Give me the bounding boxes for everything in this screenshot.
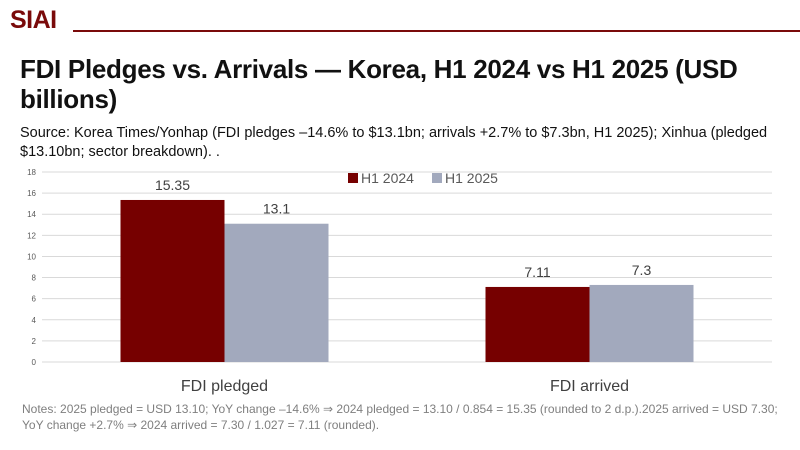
data-label: 15.35 bbox=[155, 177, 190, 193]
y-tick-label: 16 bbox=[27, 189, 36, 198]
data-label: 7.11 bbox=[524, 264, 550, 280]
notes-text: Notes: 2025 pledged = USD 13.10; YoY cha… bbox=[22, 402, 778, 432]
bar-h1-2025 bbox=[589, 284, 694, 362]
x-category-label: FDI arrived bbox=[550, 378, 629, 395]
x-category-label: FDI pledged bbox=[181, 378, 268, 395]
data-label: 13.1 bbox=[263, 201, 290, 217]
y-tick-label: 2 bbox=[32, 337, 37, 346]
bar-h1-2025 bbox=[224, 223, 329, 362]
y-tick-label: 0 bbox=[32, 358, 37, 367]
y-tick-label: 18 bbox=[27, 168, 36, 177]
siai-logo: SIAI bbox=[10, 6, 57, 34]
y-tick-label: 8 bbox=[32, 274, 37, 283]
header-rule bbox=[73, 30, 800, 32]
legend-swatch bbox=[432, 173, 442, 183]
y-tick-label: 12 bbox=[27, 231, 36, 240]
legend-label: H1 2024 bbox=[361, 170, 414, 186]
data-label: 7.3 bbox=[632, 262, 652, 278]
y-tick-label: 10 bbox=[27, 252, 36, 261]
source-text: Source: Korea Times/Yonhap (FDI pledges … bbox=[20, 125, 768, 160]
y-tick-label: 4 bbox=[32, 316, 37, 325]
legend-label: H1 2025 bbox=[445, 170, 498, 186]
y-tick-label: 6 bbox=[32, 295, 37, 304]
y-tick-label: 14 bbox=[27, 210, 36, 219]
bar-h1-2024 bbox=[485, 286, 590, 362]
chart-title: FDI Pledges vs. Arrivals — Korea, H1 202… bbox=[20, 54, 738, 114]
bar-h1-2024 bbox=[120, 199, 225, 362]
legend-swatch bbox=[348, 173, 358, 183]
